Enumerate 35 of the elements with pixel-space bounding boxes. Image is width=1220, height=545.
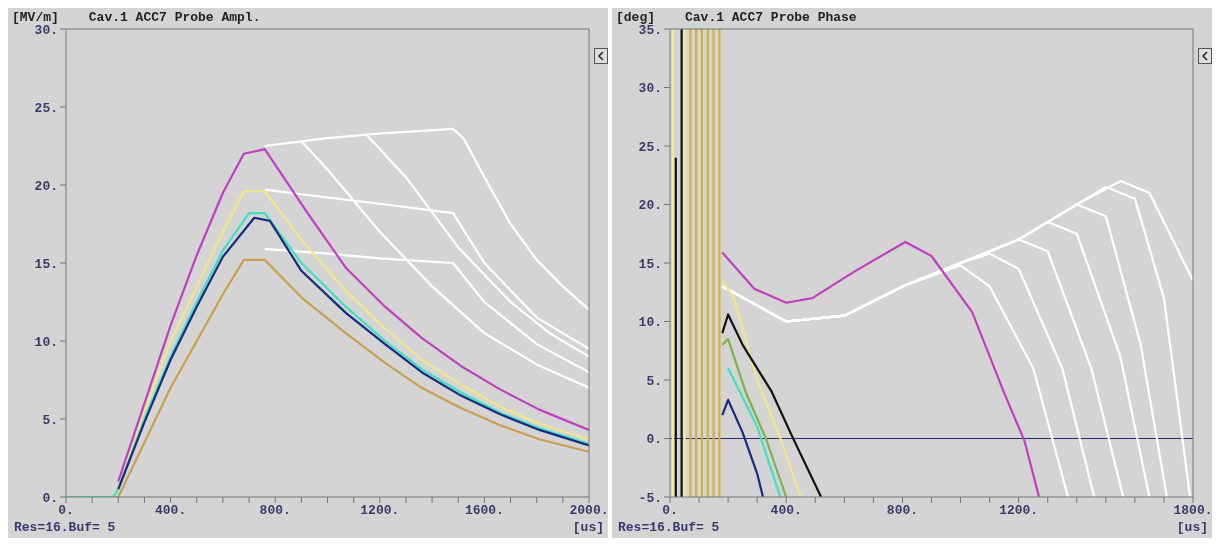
x-tick-label: 800.	[886, 503, 919, 519]
y-tick-label: 30.	[638, 81, 662, 97]
x-tick-label: 400.	[154, 503, 187, 519]
x-tick-label: 1600.	[464, 503, 504, 519]
chart-title: Cav.1 ACC7 Probe Phase	[685, 10, 857, 25]
x-tick-label: 800.	[259, 503, 291, 519]
x-tick-label: 1800.	[1173, 503, 1213, 519]
y-tick-label: 10.	[638, 315, 662, 331]
x-tick-label: 2000.	[569, 503, 609, 519]
x-tick-label: 400.	[770, 503, 802, 519]
text: Res=16.Buf= 5	[618, 520, 720, 535]
y-tick-label: 30.	[34, 22, 58, 38]
y-tick-label: 5.	[646, 373, 662, 389]
y-tick-label: 0.	[42, 490, 58, 506]
y-axis-title: [MV/m]	[12, 10, 59, 25]
chart-title: Cav.1 ACC7 Probe Ampl.	[88, 10, 261, 25]
y-tick-label: 5.	[42, 412, 58, 428]
y-tick-label: 35.	[638, 22, 662, 38]
x-tick-label: 1200.	[999, 503, 1039, 519]
y-tick-label: 0.	[646, 432, 662, 448]
x-axis-title: [us]	[572, 520, 604, 535]
y-tick-label: 15.	[638, 256, 662, 272]
y-tick-label: 25.	[638, 139, 662, 155]
y-tick-label: -5.	[638, 490, 662, 506]
y-tick-label: 20.	[34, 178, 58, 194]
x-tick-label: 0.	[662, 503, 678, 519]
x-axis-title: [us]	[1176, 520, 1208, 535]
y-tick-label: 15.	[34, 256, 58, 272]
y-tick-label: 10.	[34, 334, 58, 350]
y-tick-label: 20.	[638, 198, 662, 214]
x-tick-label: 0.	[58, 503, 74, 519]
text: Res=16.Buf= 5	[14, 520, 116, 535]
x-tick-label: 1200.	[360, 503, 400, 519]
y-tick-label: 25.	[34, 100, 58, 116]
y-axis-title: [deg]	[616, 10, 655, 25]
